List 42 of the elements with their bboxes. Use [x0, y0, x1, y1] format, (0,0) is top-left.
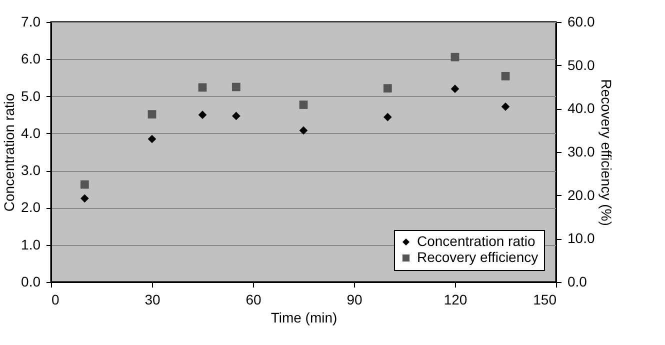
x-tick-label: 150: [533, 292, 557, 308]
point: [198, 83, 207, 92]
y2-tick-label: 30.0: [568, 144, 595, 160]
point: [80, 194, 89, 203]
point: [299, 100, 308, 109]
legend-label: Recovery efficiency: [417, 249, 538, 265]
y-tick-label: 4.0: [21, 124, 41, 141]
point: [450, 84, 460, 94]
point: [232, 112, 240, 120]
x-tick-label: 0: [52, 292, 60, 308]
x-tick-label: 120: [444, 292, 468, 308]
y-tick-label: 5.0: [21, 88, 41, 104]
y2-tick-label: 60.0: [568, 14, 595, 30]
y-tick-label: 1.0: [21, 236, 41, 252]
y2-tick-label: 40.0: [568, 100, 595, 116]
point: [383, 112, 392, 122]
y2-tick-label: 20.0: [568, 186, 595, 203]
y-tick-label: 0.0: [21, 274, 41, 290]
point: [501, 102, 510, 111]
legend-label: Concentration ratio: [417, 233, 536, 249]
point: [232, 82, 240, 92]
y2-tick-label: 10.0: [568, 230, 595, 246]
point: [501, 72, 510, 80]
point: [383, 84, 392, 92]
point: [198, 110, 207, 120]
y-tick-label: 6.0: [21, 50, 41, 67]
y-axis-title: Concentration ratio: [1, 93, 18, 212]
x-axis-title: Time (min): [270, 310, 338, 326]
y-tick-label: 7.0: [21, 14, 41, 30]
x-tick-label: 60: [246, 292, 262, 308]
y2-axis-title: Recovery efficiency (%): [598, 79, 615, 226]
point: [450, 52, 460, 62]
point: [148, 134, 156, 144]
point: [80, 180, 89, 189]
point: [148, 110, 156, 118]
point: [299, 126, 308, 135]
y2-tick-label: 0.0: [568, 274, 588, 290]
y-tick-label: 3.0: [21, 162, 41, 178]
x-tick-label: 90: [346, 292, 362, 308]
y-tick-label: 2.0: [21, 199, 41, 216]
x-tick-label: 30: [144, 292, 160, 308]
y2-tick-label: 50.0: [568, 56, 595, 73]
